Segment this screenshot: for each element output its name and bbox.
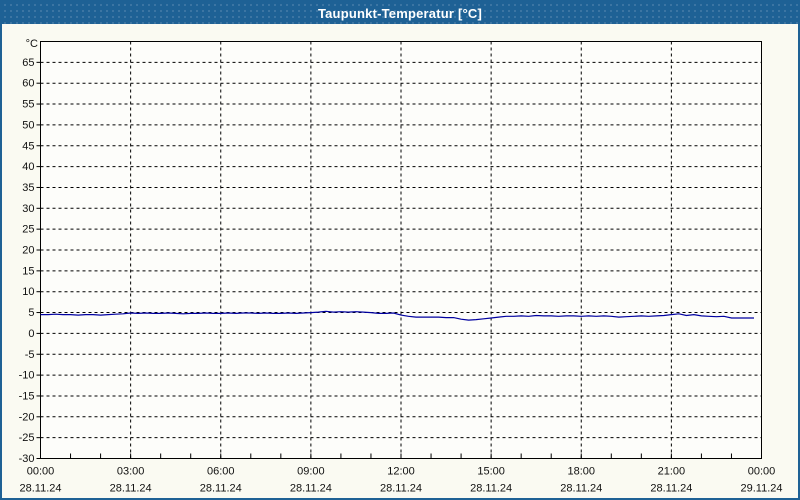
x-tick-date-label: 28.11.24	[290, 483, 332, 495]
y-tick-label: -10	[19, 370, 35, 382]
window-titlebar: Taupunkt-Temperatur [°C]	[2, 2, 798, 24]
x-tick-time-label: 15:00	[477, 466, 505, 478]
x-tick-time-label: 00:00	[748, 466, 776, 478]
dewpoint-line	[40, 310, 754, 321]
y-tick-label: 10	[22, 286, 34, 298]
y-tick-label: 0	[28, 328, 34, 340]
y-tick-label: -15	[19, 390, 35, 402]
y-tick-label: 25	[22, 224, 34, 236]
x-tick-time-label: 00:00	[27, 466, 55, 478]
x-tick-date-label: 28.11.24	[380, 483, 422, 495]
y-tick-label: 65	[22, 57, 34, 69]
y-tick-label: 30	[22, 203, 34, 215]
x-tick-time-label: 12:00	[387, 466, 415, 478]
y-tick-label: 20	[22, 245, 34, 257]
y-tick-label: 40	[22, 161, 34, 173]
y-tick-label: 50	[22, 119, 34, 131]
y-tick-label: -25	[19, 432, 35, 444]
x-tick-date-label: 28.11.24	[650, 483, 692, 495]
y-tick-label: -30	[19, 453, 35, 465]
x-tick-date-label: 29.11.24	[740, 483, 782, 495]
y-tick-label: 5	[28, 307, 34, 319]
y-tick-label: 60	[22, 78, 34, 90]
y-axis-unit-label: °C	[25, 38, 38, 50]
y-tick-label: 35	[22, 182, 34, 194]
x-tick-date-label: 28.11.24	[200, 483, 242, 495]
x-tick-time-label: 09:00	[297, 466, 325, 478]
x-tick-time-label: 03:00	[117, 466, 145, 478]
x-tick-time-label: 18:00	[567, 466, 595, 478]
x-tick-date-label: 28.11.24	[19, 483, 61, 495]
y-tick-label: -5	[25, 349, 35, 361]
x-tick-date-label: 28.11.24	[110, 483, 152, 495]
y-tick-label: 55	[22, 99, 34, 111]
window-title: Taupunkt-Temperatur [°C]	[317, 5, 483, 21]
x-tick-time-label: 06:00	[207, 466, 235, 478]
x-tick-date-label: 28.11.24	[560, 483, 602, 495]
y-tick-label: 15	[22, 265, 34, 277]
y-tick-label: -20	[19, 411, 35, 423]
y-tick-label: 45	[22, 140, 34, 152]
x-tick-time-label: 21:00	[658, 466, 686, 478]
x-tick-date-label: 28.11.24	[470, 483, 512, 495]
